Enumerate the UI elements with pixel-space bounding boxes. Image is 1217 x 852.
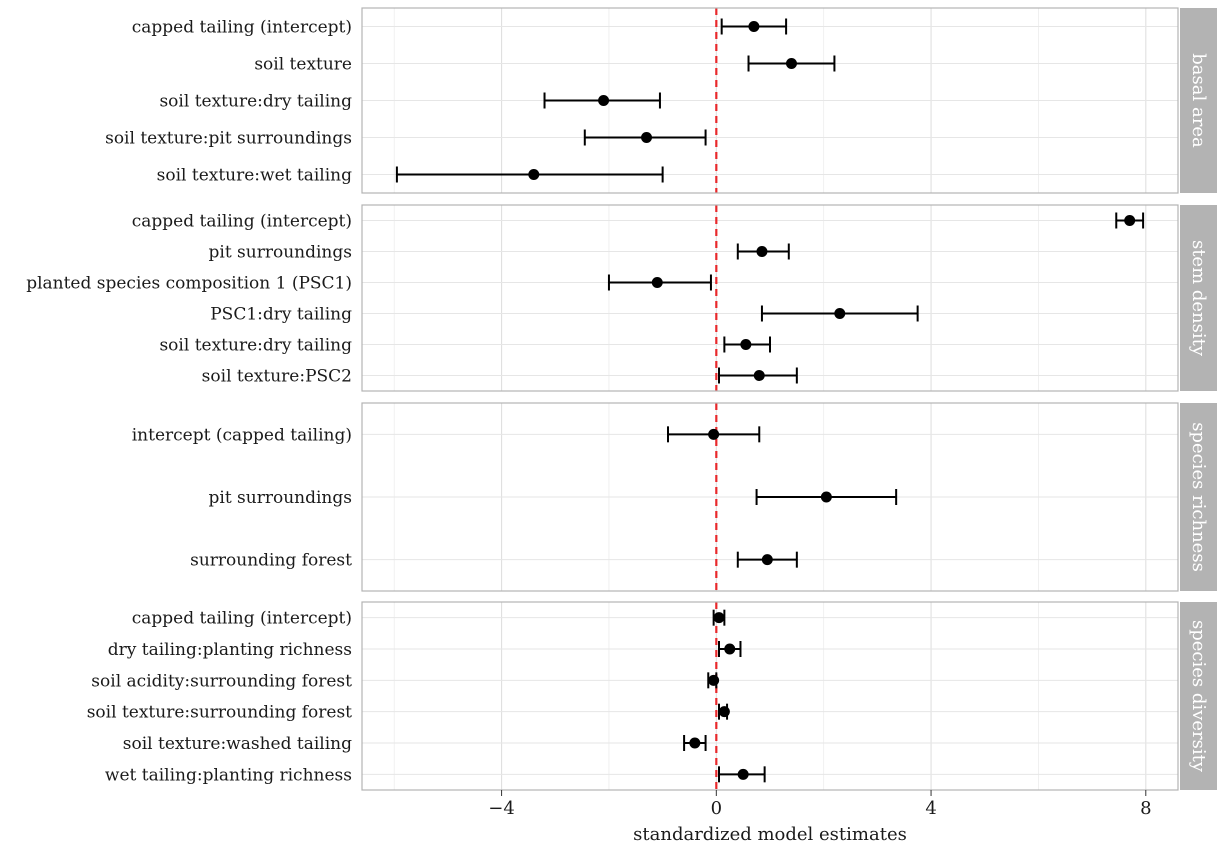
estimate-point: [785, 58, 797, 69]
facet-strip: [1180, 403, 1217, 591]
estimate-point: [756, 246, 768, 257]
term-label: wet tailing:planting richness: [105, 765, 352, 785]
term-label: capped tailing (intercept): [132, 18, 352, 38]
estimate-point: [708, 674, 720, 686]
panel-border: [361, 7, 1179, 194]
estimate-point: [713, 612, 725, 624]
term-label: planted species composition 1 (PSC1): [26, 274, 352, 294]
term-label: capped tailing (intercept): [132, 212, 352, 232]
term-label: PSC1:dry tailing: [210, 305, 352, 325]
term-label: soil texture:pit surroundings: [105, 129, 352, 149]
estimate-point: [820, 491, 832, 503]
facet-strip: [1180, 602, 1217, 790]
term-label: soil texture: [254, 55, 352, 75]
estimate-point: [748, 21, 760, 32]
panel-border: [361, 402, 1179, 592]
estimate-point: [834, 308, 846, 319]
panel-border: [361, 601, 1179, 791]
panel-border: [361, 204, 1179, 392]
facet-strip: [1180, 205, 1217, 391]
x-tick-label: 4: [925, 798, 936, 819]
term-label: surrounding forest: [190, 551, 352, 571]
estimate-point: [753, 370, 765, 381]
estimate-point: [651, 277, 663, 288]
term-label: soil texture:dry tailing: [159, 92, 352, 112]
term-label: soil texture:surrounding forest: [87, 703, 352, 723]
x-tick-label: 0: [711, 798, 722, 819]
x-tick-label: 8: [1140, 798, 1151, 819]
term-label: pit surroundings: [209, 488, 353, 508]
term-label: soil acidity:surrounding forest: [91, 671, 352, 691]
estimate-point: [528, 169, 540, 180]
facet-strip-label: species diversity: [1188, 620, 1209, 773]
estimate-point: [724, 643, 736, 655]
estimate-point: [718, 706, 730, 718]
estimate-point: [598, 95, 610, 106]
estimate-point: [761, 554, 773, 566]
term-label: pit surroundings: [209, 243, 353, 263]
estimate-point: [1124, 215, 1136, 226]
panel-background: [362, 205, 1178, 391]
facet-strip-label: stem density: [1188, 240, 1209, 357]
term-label: dry tailing:planting richness: [108, 640, 352, 660]
term-label: soil texture:wet tailing: [157, 166, 352, 186]
facet-strip-label: species richness: [1188, 422, 1209, 572]
panel-background: [362, 602, 1178, 790]
estimate-point: [740, 339, 752, 350]
estimate-point: [641, 132, 653, 143]
facet-strip: [1180, 8, 1217, 193]
term-label: intercept (capped tailing): [132, 425, 352, 445]
term-label: capped tailing (intercept): [132, 609, 352, 629]
x-tick-label: −4: [488, 798, 515, 819]
estimate-point: [689, 737, 701, 749]
term-label: soil texture:dry tailing: [159, 336, 352, 356]
estimate-point: [737, 768, 749, 780]
x-axis-title: standardized model estimates: [633, 824, 907, 845]
term-label: soil texture:washed tailing: [123, 734, 352, 754]
facet-strip-label: basal area: [1188, 53, 1209, 148]
term-label: soil texture:PSC2: [202, 367, 352, 387]
estimate-point: [708, 428, 720, 440]
